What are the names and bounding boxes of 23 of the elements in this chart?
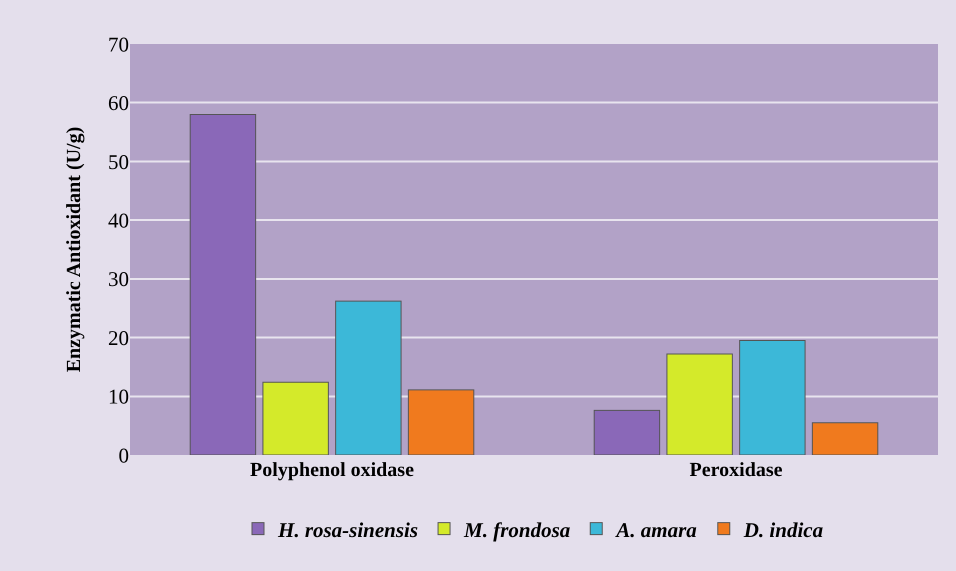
bar bbox=[739, 340, 806, 455]
x-tick-label: Polyphenol oxidase bbox=[250, 459, 414, 481]
y-tick-label: 50 bbox=[108, 150, 129, 174]
bar bbox=[408, 389, 474, 455]
x-tick-label: Peroxidase bbox=[690, 459, 783, 481]
bar bbox=[335, 300, 402, 455]
y-tick-label: 30 bbox=[108, 267, 129, 292]
legend-label: A. amara bbox=[614, 518, 697, 542]
y-axis-title: Enzymatic Antioxidant (U/g) bbox=[63, 126, 85, 372]
y-tick-label: 0 bbox=[118, 443, 129, 468]
y-tick-label: 40 bbox=[108, 208, 129, 232]
bar bbox=[812, 422, 878, 455]
bar bbox=[262, 382, 329, 455]
legend-label: M. frondosa bbox=[463, 518, 570, 542]
legend-label: D. indica bbox=[742, 518, 824, 542]
y-tick-label: 60 bbox=[108, 91, 129, 116]
y-tick-label: 20 bbox=[108, 326, 129, 350]
legend-label: H. rosa-sinensis bbox=[277, 518, 418, 542]
y-tick-label: 10 bbox=[108, 384, 129, 409]
y-tick-label: 70 bbox=[108, 32, 129, 56]
bar bbox=[666, 354, 733, 455]
bar bbox=[190, 114, 256, 455]
bar bbox=[594, 410, 660, 455]
